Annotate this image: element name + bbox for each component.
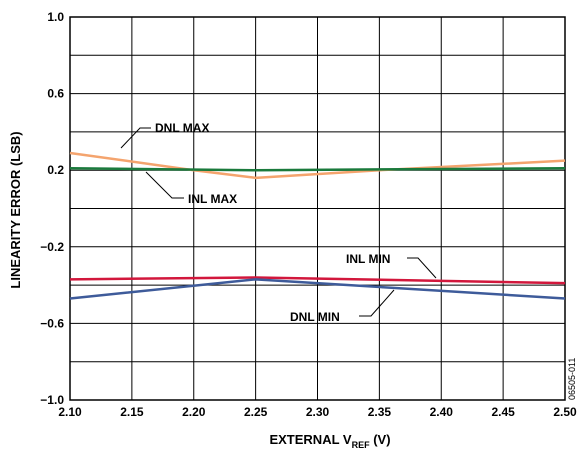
tick-labels: 2.10 2.15 2.20 2.25 2.30 2.35 2.40 2.45 2.50 1.0 0… [40,10,577,419]
x-tick-label: 2.40 [430,405,454,419]
series-line-inl-max [69,167,566,172]
x-axis-label-prefix: EXTERNAL V [269,432,351,447]
x-axis-label-suffix: (V) [370,432,391,447]
grid [69,16,566,401]
x-tick-label: 2.50 [553,405,577,419]
annotation-dnl-min-label: DNL MIN [290,310,340,324]
y-tick-label: 0.2 [47,163,64,177]
series-layer [69,151,566,300]
annotation-inl-min: INL MIN [346,252,437,279]
x-tick-label: 2.15 [120,405,144,419]
annotation-inl-max-label: INL MAX [188,192,237,206]
y-tick-label: −0.2 [40,240,64,254]
annotation-inl-min-label: INL MIN [346,252,390,266]
annotation-dnl-min: DNL MIN [290,289,395,324]
x-tick-label: 2.45 [491,405,515,419]
figure-id: 06505-011 [567,358,577,400]
x-tick-label: 2.30 [306,405,330,419]
x-axis-label-subscript: REF [352,440,371,450]
y-axis-label: LINEARITY ERROR (LSB) [8,131,23,288]
x-tick-label: 2.25 [244,405,268,419]
y-tick-label: 1.0 [47,10,64,24]
x-tick-label: 2.10 [58,405,82,419]
x-tick-label: 2.20 [182,405,206,419]
series-line-dnl-max [69,151,566,180]
y-tick-label: −1.0 [40,393,64,407]
y-tick-label: 0.6 [47,87,64,101]
x-axis-label: EXTERNAL VREF (V) [269,432,390,450]
plot-frame [69,16,566,401]
x-tick-label: 2.35 [368,405,392,419]
series-line-inl-min [69,276,566,285]
annotation-dnl-max-label: DNL MAX [155,121,209,135]
annotation-dnl-max: DNL MAX [120,121,209,149]
annotation-inl-max: INL MAX [145,171,237,206]
series-line-dnl-min [69,278,566,300]
y-tick-label: −0.6 [40,316,64,330]
